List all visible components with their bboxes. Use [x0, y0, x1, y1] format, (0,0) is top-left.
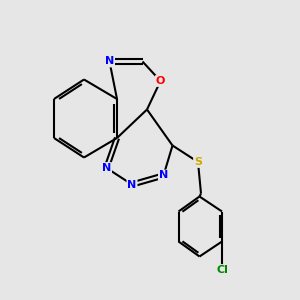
- Text: N: N: [128, 179, 136, 190]
- Text: Cl: Cl: [216, 265, 228, 275]
- Text: N: N: [159, 170, 168, 181]
- Text: N: N: [102, 163, 111, 173]
- Text: O: O: [156, 76, 165, 86]
- Text: S: S: [194, 157, 202, 167]
- Text: N: N: [105, 56, 114, 67]
